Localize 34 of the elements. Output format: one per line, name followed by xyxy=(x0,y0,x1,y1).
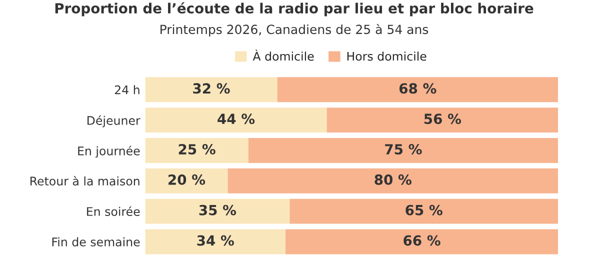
bar xyxy=(277,77,558,102)
data-label: 75 % xyxy=(385,144,422,155)
data-label: 20 % xyxy=(168,174,206,185)
bar xyxy=(228,168,558,194)
legend-label: Hors domicile xyxy=(347,52,426,61)
bar xyxy=(145,229,286,254)
data-label: 32 % xyxy=(193,83,230,94)
data-label: 34 % xyxy=(197,235,234,246)
data-label: 56 % xyxy=(424,114,462,124)
data-label: 44 % xyxy=(218,114,255,124)
y-tick-label: 24 h xyxy=(114,85,140,94)
bar xyxy=(248,138,558,163)
data-label: 80 % xyxy=(374,174,412,185)
bar xyxy=(145,77,278,102)
y-tick-label: Déjeuner xyxy=(88,115,140,128)
data-label: 25 % xyxy=(178,144,216,155)
chart-subtitle: Printemps 2026, Canadiens de 25 à 54 ans xyxy=(160,24,428,37)
bar xyxy=(290,198,558,224)
bar xyxy=(286,229,558,254)
data-label: 68 % xyxy=(399,83,436,94)
chart-title: Proportion de l’écoute de la radio par lieu et par bloc horaire xyxy=(55,2,534,16)
bar xyxy=(145,198,290,224)
y-tick-label: Retour à la maison xyxy=(30,176,140,186)
y-tick-label: En soirée xyxy=(87,206,140,216)
legend-label: À domicile xyxy=(252,50,314,61)
bar xyxy=(145,108,327,133)
bar xyxy=(145,138,248,163)
y-tick-label: Fin de semaine xyxy=(52,237,140,246)
data-label: 35 % xyxy=(199,204,236,216)
bar xyxy=(326,108,558,133)
data-label: 65 % xyxy=(406,204,442,216)
y-tick-label: En journée xyxy=(78,146,140,158)
bar xyxy=(145,168,228,194)
data-label: 66 % xyxy=(404,235,440,246)
